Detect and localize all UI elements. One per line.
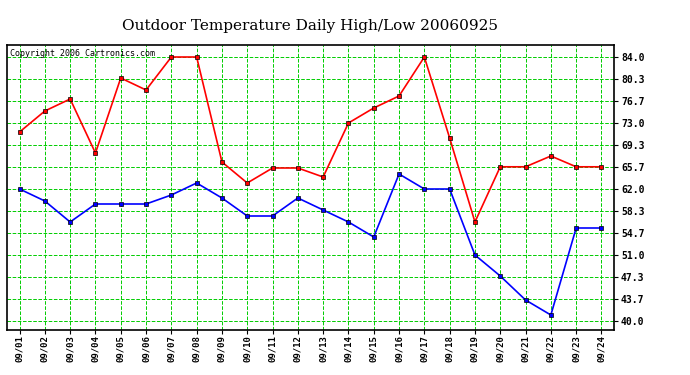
Text: Outdoor Temperature Daily High/Low 20060925: Outdoor Temperature Daily High/Low 20060… [123,19,498,33]
Text: Copyright 2006 Cartronics.com: Copyright 2006 Cartronics.com [10,49,155,58]
